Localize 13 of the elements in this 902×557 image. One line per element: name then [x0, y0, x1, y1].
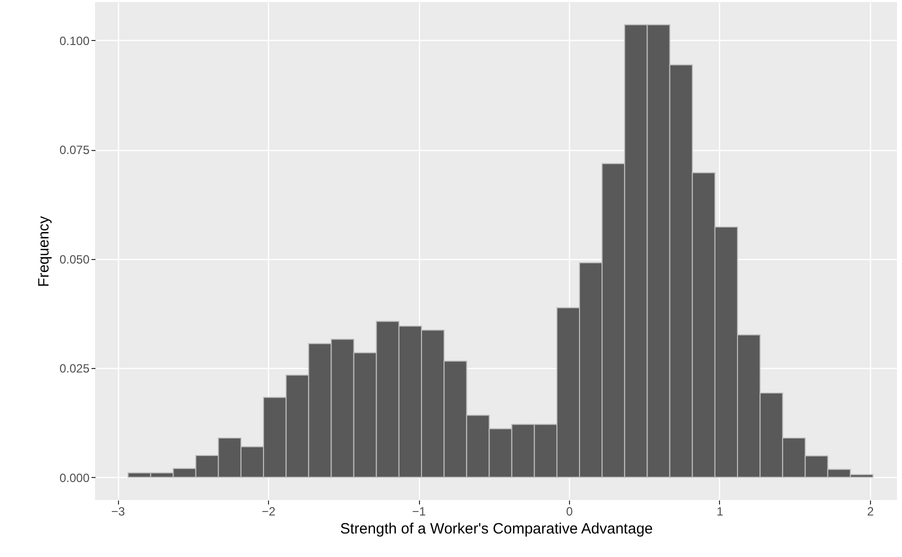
x-axis-title: Strength of a Worker's Comparative Advantage: [340, 520, 653, 538]
x-tick-label: −2: [262, 504, 276, 518]
y-tick-label: 0.000: [59, 470, 90, 485]
x-tick-label: 0: [566, 504, 574, 518]
y-tick-label: 0.025: [59, 362, 90, 376]
y-tick-label: 0.075: [59, 143, 90, 158]
y-tick-label: 0.100: [59, 34, 90, 48]
x-tick-label: 2: [867, 504, 874, 518]
y-axis-title: Frequency: [35, 216, 52, 287]
x-tick-label: −1: [412, 504, 426, 518]
y-tick-label: 0.050: [59, 252, 90, 266]
x-tick-label: 1: [716, 504, 724, 518]
x-tick-label: −3: [111, 504, 126, 518]
